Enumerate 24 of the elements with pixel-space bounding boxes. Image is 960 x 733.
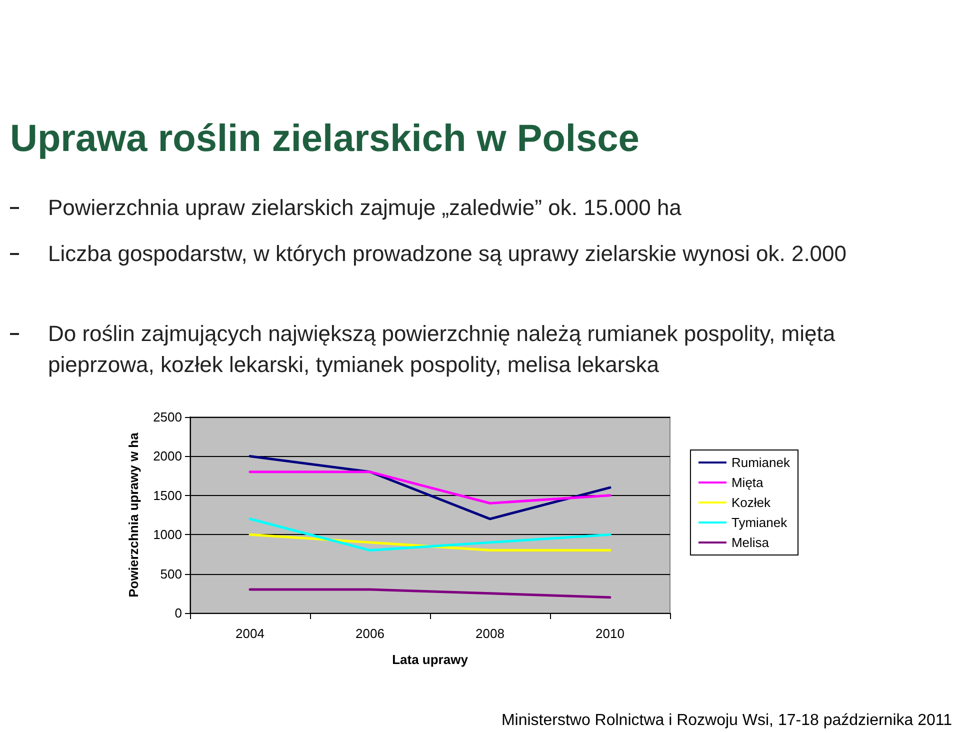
- x-tick-label: 2004: [236, 626, 264, 641]
- legend-label: Kozłek: [731, 495, 771, 510]
- legend-label: Rumianek: [731, 455, 790, 470]
- legend-label: Tymianek: [731, 515, 788, 530]
- y-axis-title: Powierzchnia uprawy w ha: [126, 432, 141, 598]
- line-series: [248, 518, 612, 552]
- legend-label: Melisa: [731, 535, 770, 550]
- x-tick-label: 2006: [356, 626, 384, 641]
- legend-label: Mięta: [731, 475, 764, 490]
- y-tick-label: 500: [160, 566, 182, 582]
- text: Do roślin zajmujących największą powierzchnię należą rumianek pospolity, mięta pieprzowa, kozłek lekarski, tymianek pospolity, melisa lekarska: [48, 320, 836, 379]
- line-series: [248, 454, 612, 520]
- x-tick-label: 2008: [476, 626, 504, 641]
- x-tick-label: 2010: [596, 626, 624, 641]
- y-tick-label: 1500: [153, 488, 182, 503]
- text: Ministerstwo Rolnictwa i Rozwoju Wsi, 17-18 października 2011: [501, 712, 952, 730]
- y-tick-label: 0: [174, 606, 182, 620]
- text: Powierzchnia upraw zielarskich zajmuje „zaledwie” ok. 15.000 ha: [48, 194, 682, 222]
- x-axis-title: Lata uprawy: [392, 652, 469, 667]
- y-tick-label: 1000: [153, 527, 182, 542]
- y-tick-label: 2000: [153, 448, 182, 464]
- y-tick-label: 2500: [153, 410, 182, 424]
- text: Liczba gospodarstw, w których prowadzone są uprawy zielarskie wynosi ok. 2.000: [48, 240, 848, 268]
- chart-title: Uprawa roślin zielarskich w Polsce: [10, 118, 640, 161]
